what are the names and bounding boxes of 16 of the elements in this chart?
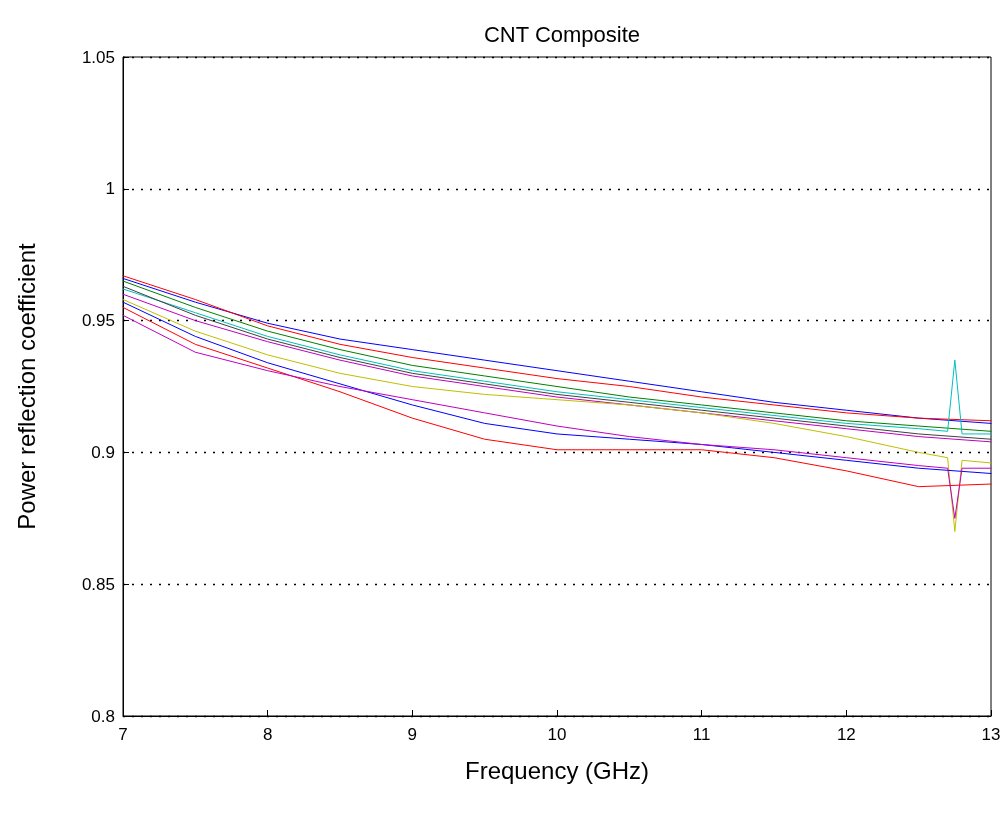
x-tick-label: 8 [262,725,273,744]
x-tick-label: 9 [407,725,418,744]
x-tick-label: 13 [981,725,1001,744]
x-tick-label: 7 [118,725,128,744]
x-tick-label: 10 [547,725,567,744]
chart-title: CNT Composite [483,21,641,47]
y-tick-label: 0.8 [91,706,115,726]
y-axis-title: Power reflection coefficient [12,242,40,530]
y-tick-label: 0.85 [81,574,115,594]
y-tick-label: 0.95 [81,311,115,331]
x-axis-title: Frequency (GHz) [464,756,650,784]
y-tick-label: 1.05 [81,47,115,67]
x-tick-label: 12 [836,725,856,744]
y-tick-label: 0.9 [91,442,115,462]
x-tick-label: 11 [692,725,711,744]
y-tick-label: 1 [105,179,115,199]
